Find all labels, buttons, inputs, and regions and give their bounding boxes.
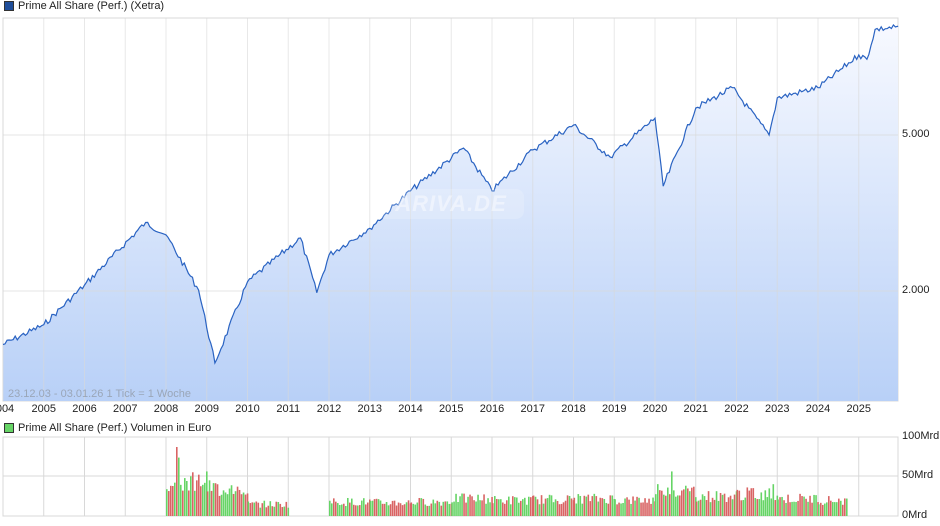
x-tick-label: 2005 [31, 403, 56, 415]
x-tick-label: 2017 [520, 403, 545, 415]
x-tick-label: 2011 [276, 403, 301, 415]
x-tick-label: 004 [0, 403, 15, 415]
x-tick-label: 2012 [316, 403, 342, 415]
x-tick-label: 2018 [561, 403, 586, 415]
price-tick-label: 5.000 [902, 128, 930, 140]
x-tick-label: 2022 [724, 403, 749, 415]
x-tick-label: 2013 [357, 403, 382, 415]
x-tick-label: 2023 [765, 403, 790, 415]
volume-legend-swatch [4, 423, 14, 433]
x-tick-label: 2019 [602, 403, 627, 415]
x-tick-label: 2014 [398, 403, 423, 415]
x-tick-label: 2021 [683, 403, 708, 415]
price-legend: Prime All Share (Perf.) (Xetra) [4, 0, 164, 12]
x-tick-label: 2009 [194, 403, 219, 415]
x-tick-label: 2016 [479, 403, 505, 415]
x-tick-label: 2020 [642, 403, 668, 415]
price-tick-label: 2.000 [902, 284, 930, 296]
price-legend-swatch [4, 1, 14, 11]
x-tick-label: 2008 [153, 403, 179, 415]
x-tick-label: 2010 [235, 403, 260, 415]
x-tick-label: 2024 [805, 403, 831, 415]
date-range-text: 23.12.03 - 03.01.26 1 Tick = 1 Woche [8, 388, 191, 400]
volume-legend: Prime All Share (Perf.) Volumen in Euro [4, 422, 211, 434]
volume-tick-label: 50Mrd [902, 469, 934, 481]
price-legend-label: Prime All Share (Perf.) (Xetra) [18, 0, 165, 12]
x-tick-label: 2015 [439, 403, 464, 415]
watermark: ARIVA.DE [378, 189, 524, 219]
x-tick-label: 2006 [72, 403, 97, 415]
x-tick-label: 2025 [846, 403, 871, 415]
volume-tick-label: 0Mrd [902, 509, 928, 521]
volume-tick-label: 100Mrd [902, 430, 940, 442]
volume-legend-label: Prime All Share (Perf.) Volumen in Euro [18, 422, 212, 434]
x-tick-label: 2007 [113, 403, 138, 415]
